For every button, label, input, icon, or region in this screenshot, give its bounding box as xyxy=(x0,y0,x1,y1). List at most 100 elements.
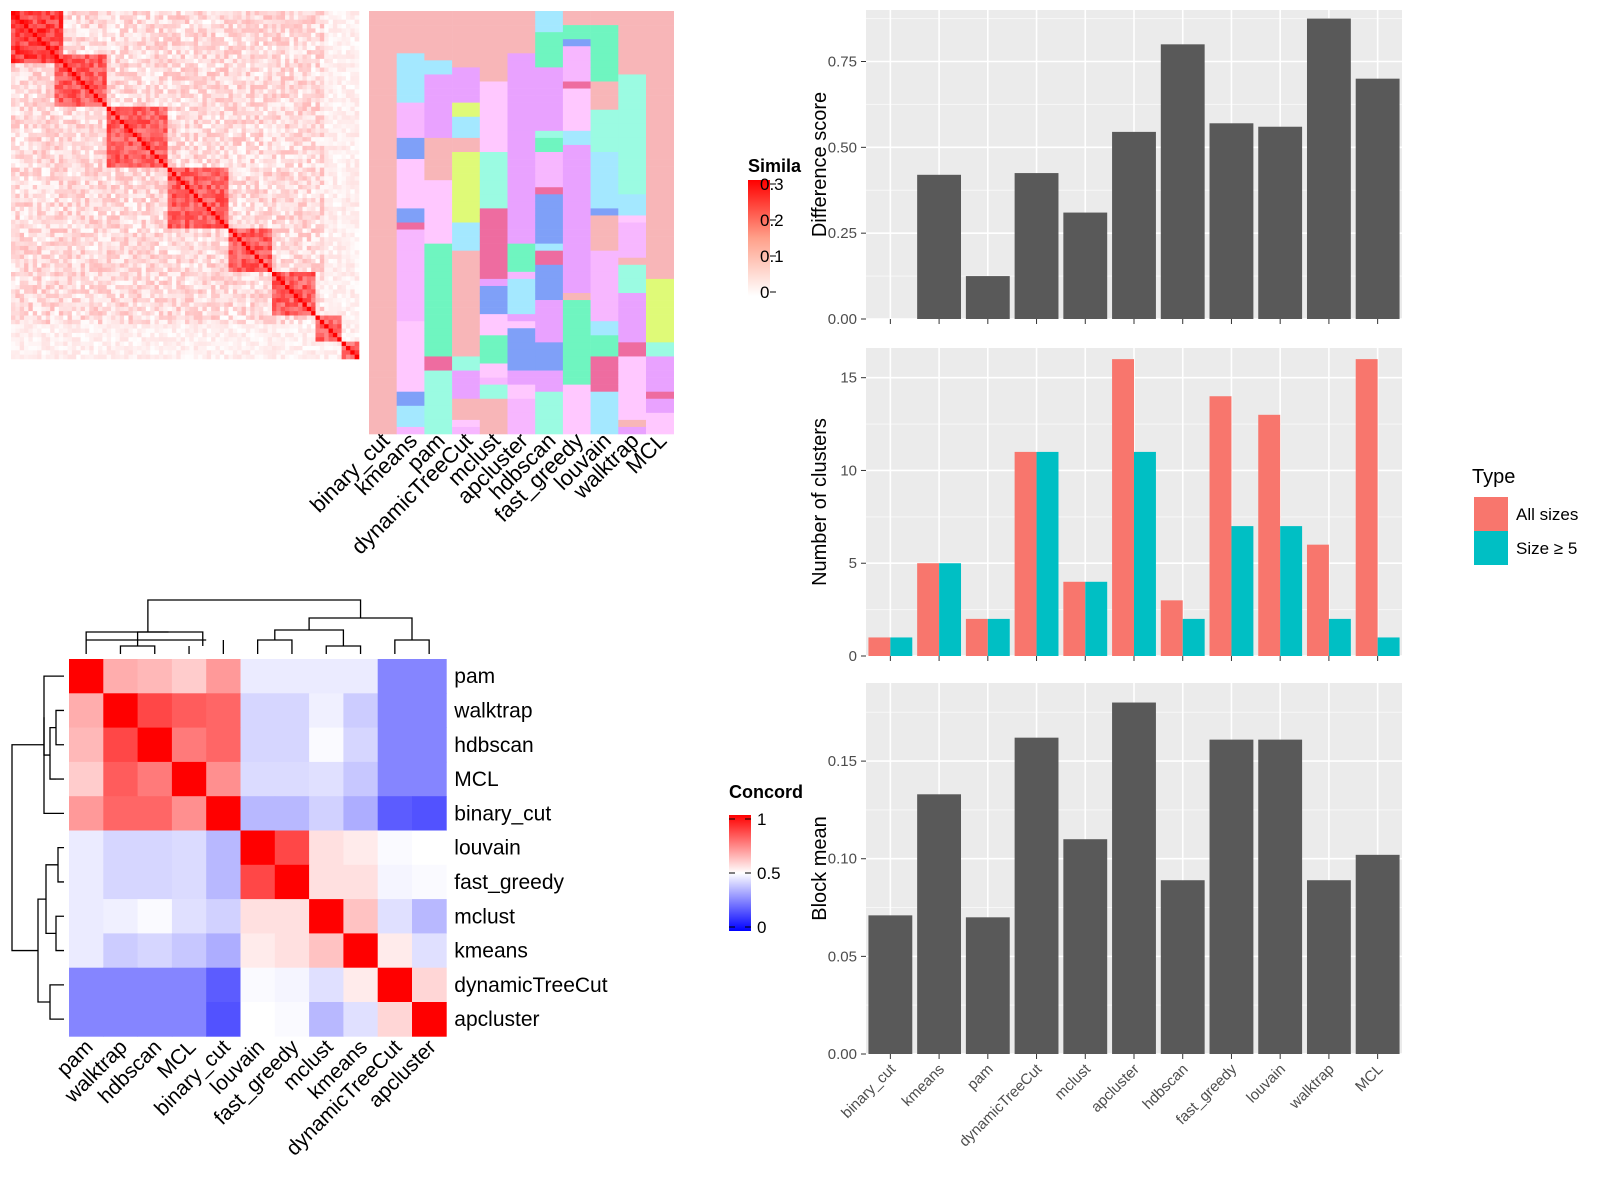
similarity-cell xyxy=(45,176,51,181)
similarity-cell xyxy=(15,115,20,121)
similarity-cell xyxy=(345,24,351,29)
similarity-cell xyxy=(58,11,64,16)
similarity-cell xyxy=(145,206,151,212)
similarity-cell xyxy=(54,67,60,73)
similarity-cell xyxy=(193,219,199,225)
similarity-cell xyxy=(132,137,138,142)
similarity-cell xyxy=(41,154,47,160)
similarity-cell xyxy=(119,180,125,186)
similarity-cell xyxy=(98,276,103,281)
similarity-cell xyxy=(332,237,338,242)
similarity-cell xyxy=(189,41,194,47)
similarity-cell xyxy=(24,254,29,260)
similarity-cell xyxy=(28,193,34,199)
similarity-cell xyxy=(145,224,151,229)
similarity-cell xyxy=(137,67,142,73)
similarity-cell xyxy=(298,267,303,273)
similarity-cell xyxy=(28,102,34,107)
similarity-cell xyxy=(15,163,20,168)
similarity-cell xyxy=(341,93,347,99)
similarity-cell xyxy=(250,141,255,147)
similarity-cell xyxy=(32,128,38,134)
similarity-cell xyxy=(219,193,225,199)
similarity-cell xyxy=(119,45,125,51)
similarity-cell xyxy=(302,167,308,173)
similarity-cell xyxy=(315,171,321,177)
similarity-cell xyxy=(171,171,177,177)
similarity-cell xyxy=(80,232,86,238)
similarity-cell xyxy=(337,263,342,268)
similarity-cell xyxy=(163,185,168,190)
similarity-cell xyxy=(37,71,42,77)
similarity-cell xyxy=(145,145,151,151)
similarity-cell xyxy=(15,193,20,199)
similarity-cell xyxy=(150,276,155,281)
similarity-cell xyxy=(106,71,112,77)
similarity-cell xyxy=(267,76,273,81)
similarity-cell xyxy=(71,198,77,203)
similarity-cell xyxy=(58,93,64,99)
similarity-cell xyxy=(276,111,281,116)
similarity-cell xyxy=(198,211,203,216)
similarity-cell xyxy=(102,54,107,60)
similarity-cell xyxy=(132,93,138,99)
similarity-cell xyxy=(298,198,303,203)
similarity-cell xyxy=(71,102,77,107)
similarity-cell xyxy=(58,202,64,208)
similarity-cell xyxy=(254,189,260,194)
similarity-cell xyxy=(245,93,251,99)
similarity-cell xyxy=(115,80,121,86)
similarity-cell xyxy=(176,37,181,42)
similarity-cell xyxy=(80,106,86,112)
similarity-cell xyxy=(76,80,81,86)
similarity-cell xyxy=(50,211,55,216)
similarity-cell xyxy=(219,163,225,168)
similarity-cell xyxy=(102,80,107,86)
similarity-cell xyxy=(80,145,86,151)
similarity-cell xyxy=(119,54,125,60)
similarity-cell xyxy=(11,115,16,121)
similarity-cell xyxy=(332,185,338,190)
similarity-cell xyxy=(293,24,299,29)
similarity-cell xyxy=(319,228,325,234)
similarity-cell xyxy=(219,58,225,64)
similarity-cell xyxy=(76,37,81,42)
similarity-cell xyxy=(198,115,203,121)
similarity-cell xyxy=(302,98,308,103)
similarity-cell xyxy=(280,198,286,203)
similarity-cell xyxy=(254,128,260,134)
similarity-cell xyxy=(119,98,125,103)
similarity-cell xyxy=(150,76,155,81)
similarity-cell xyxy=(141,15,147,20)
similarity-cell xyxy=(258,224,264,229)
similarity-cell xyxy=(24,276,29,281)
similarity-cell xyxy=(341,215,347,221)
similarity-cell xyxy=(206,19,212,25)
similarity-cell xyxy=(215,215,221,221)
similarity-cell xyxy=(54,267,60,273)
similarity-cell xyxy=(132,232,138,238)
similarity-cell xyxy=(171,71,177,77)
similarity-cell xyxy=(241,102,247,107)
similarity-cell xyxy=(176,176,181,181)
similarity-cell xyxy=(276,206,281,212)
similarity-cell xyxy=(84,215,90,221)
similarity-cell xyxy=(237,58,242,64)
similarity-cell xyxy=(354,41,360,47)
similarity-cell xyxy=(189,54,194,60)
similarity-cell xyxy=(337,211,342,216)
similarity-cell xyxy=(211,137,216,142)
similarity-cell xyxy=(285,211,290,216)
similarity-cell xyxy=(67,189,73,194)
similarity-cell xyxy=(28,258,34,264)
similarity-cell xyxy=(285,171,290,177)
similarity-cell xyxy=(272,193,277,199)
similarity-cell xyxy=(171,58,177,64)
similarity-cell xyxy=(45,193,51,199)
similarity-cell xyxy=(98,141,103,147)
similarity-cell xyxy=(350,180,355,186)
similarity-cell xyxy=(224,224,229,229)
similarity-cell xyxy=(315,141,321,147)
similarity-cell xyxy=(306,89,312,94)
similarity-cell xyxy=(276,102,281,107)
